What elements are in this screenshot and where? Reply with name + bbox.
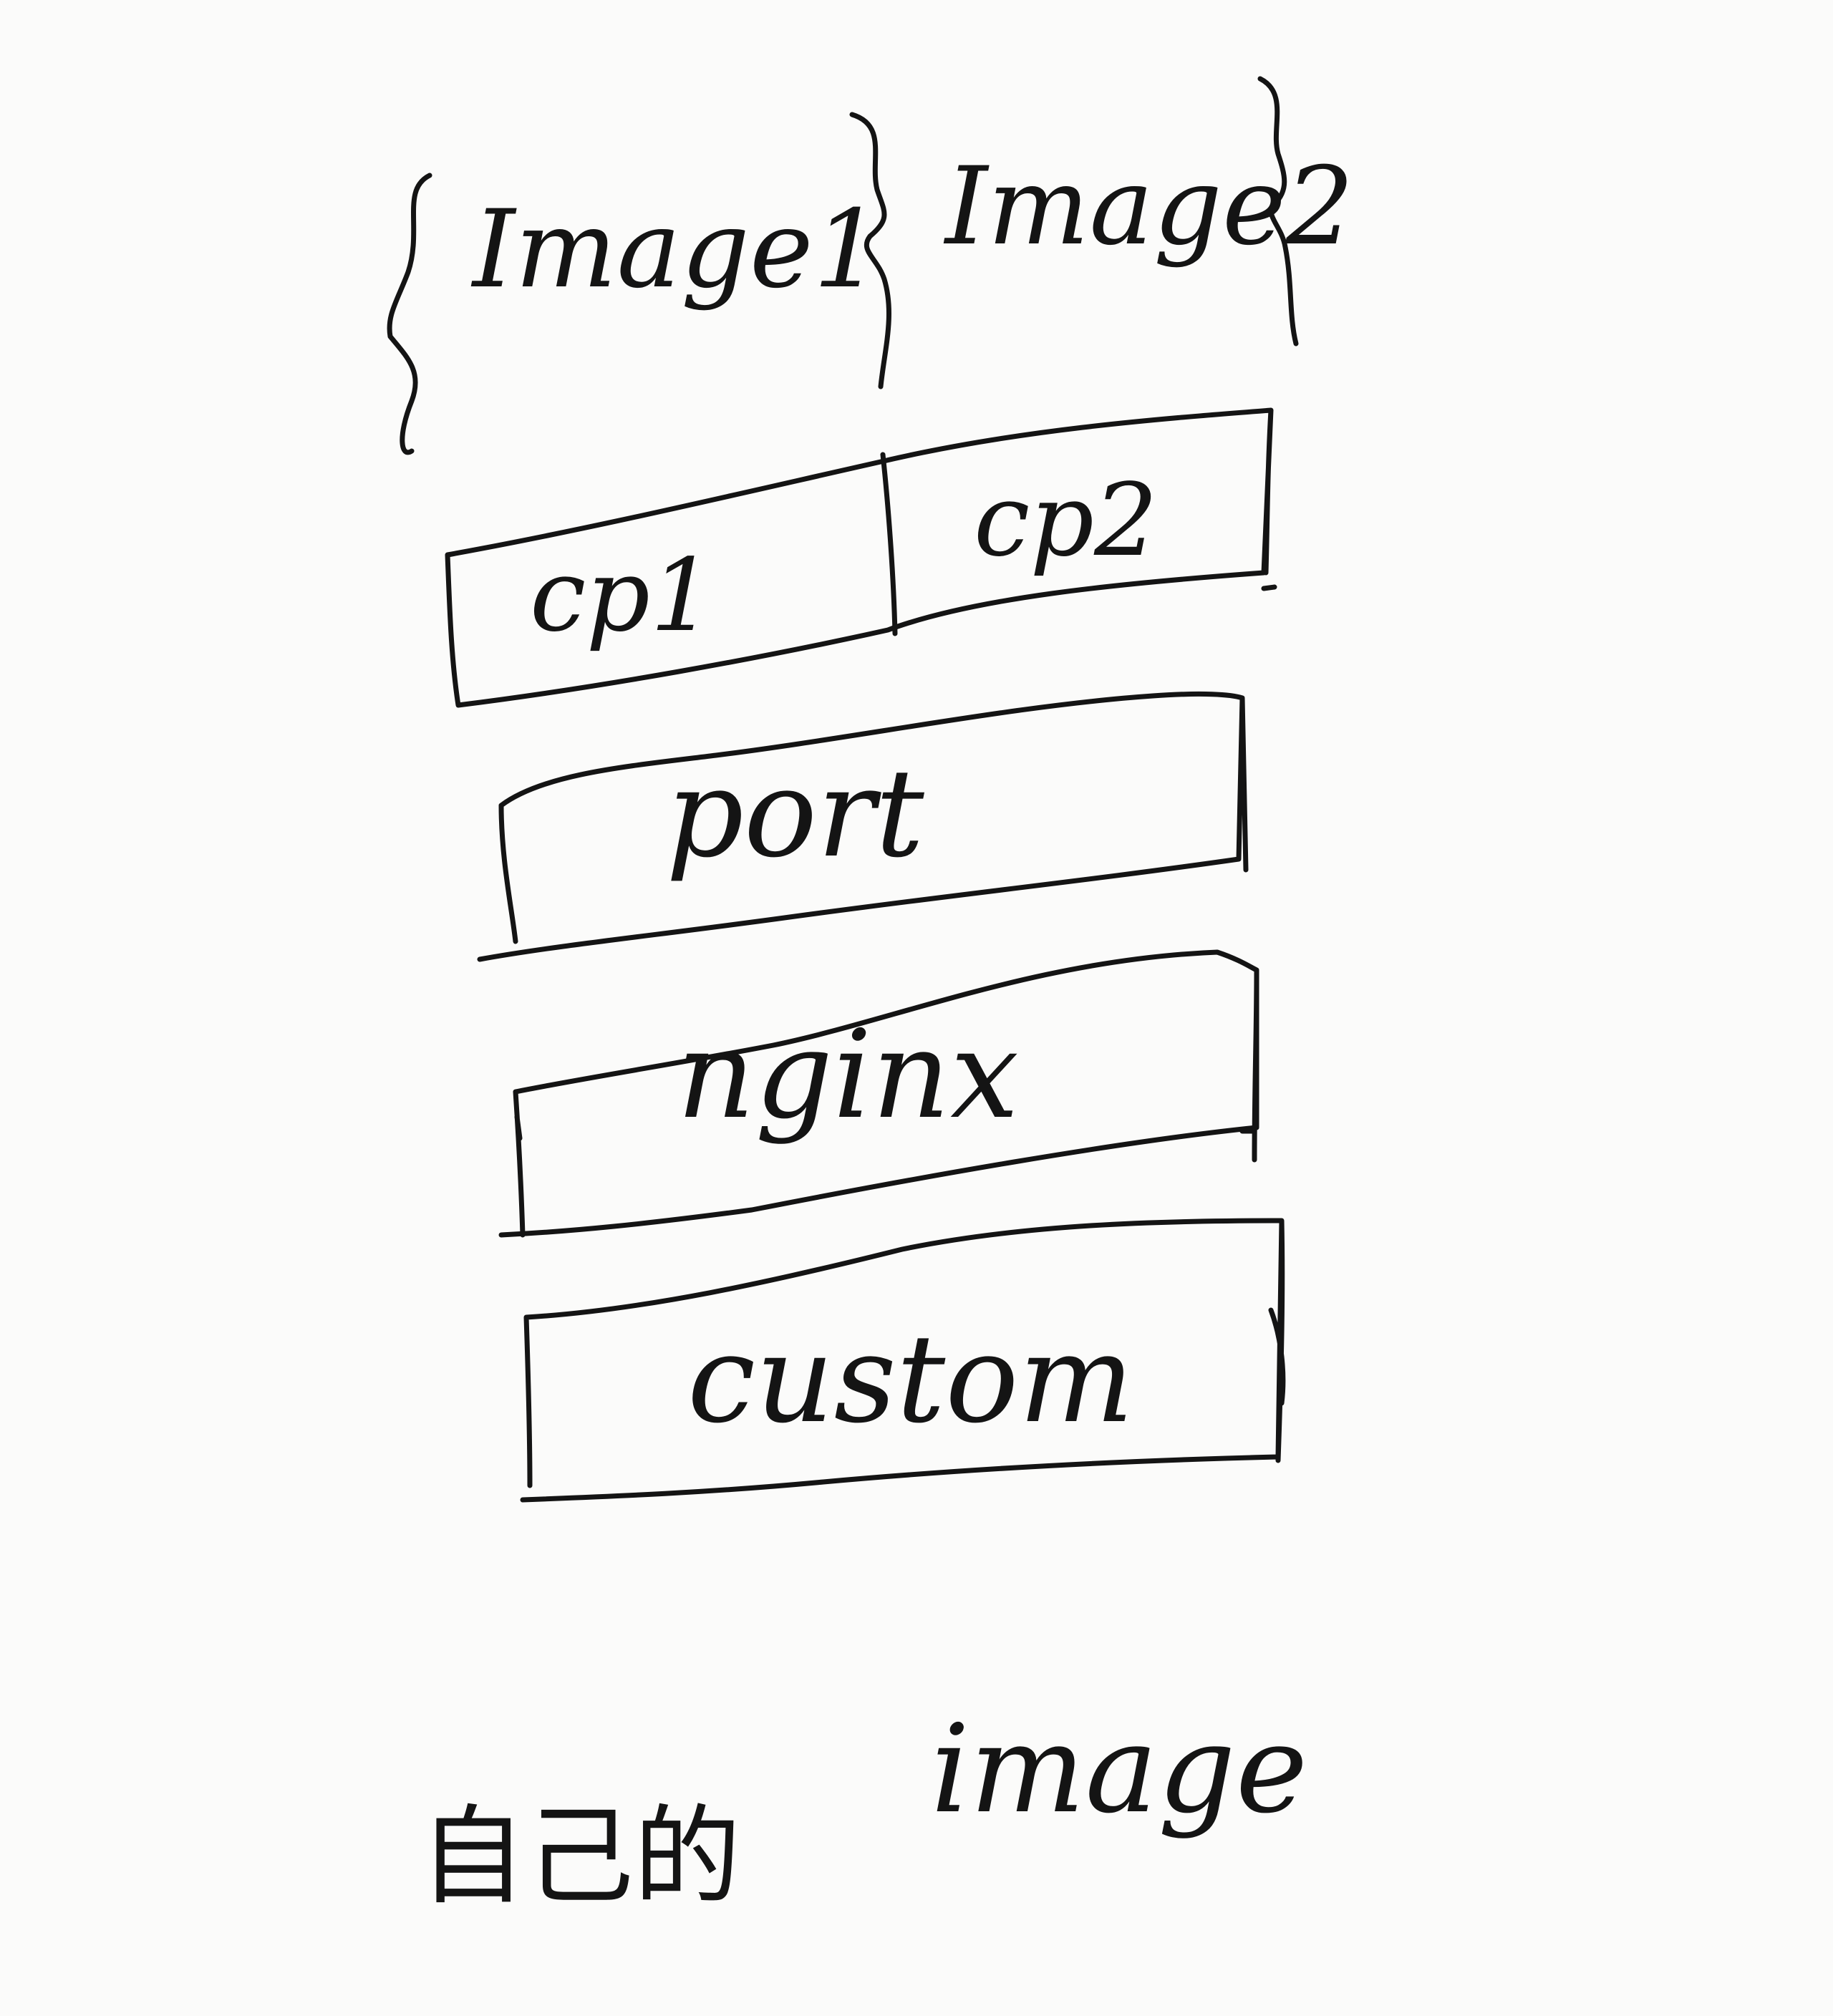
cell-cp2: cp2 (974, 462, 1158, 579)
image2-group: Image2 (943, 76, 1354, 346)
layer-port: port (477, 691, 1249, 962)
layer-custom: custom (520, 1218, 1286, 1503)
image1-left-brace (387, 173, 432, 455)
layer-custom-box (520, 1218, 1286, 1503)
image1-right-brace (849, 112, 891, 389)
image2-label: Image2 (943, 145, 1354, 269)
cell-cp1: cp1 (530, 538, 714, 654)
layer-cp-divider (880, 452, 898, 636)
layer-nginx-box (498, 949, 1259, 1238)
layer-nginx: nginx (498, 949, 1259, 1238)
custom-label: custom (687, 1309, 1134, 1450)
layer-cp-box (445, 407, 1277, 708)
caption: 自己的 image (419, 1699, 1307, 1919)
caption-word: image (931, 1699, 1307, 1841)
port-label: port (666, 743, 924, 885)
image1-group: Image1 (387, 112, 891, 455)
image1-label: Image1 (470, 188, 881, 312)
caption-cjk: 自己的 (419, 1795, 741, 1919)
layer-port-box (477, 691, 1249, 962)
image2-right-brace (1257, 76, 1299, 346)
layer-cp: cp1 cp2 (445, 407, 1277, 708)
nginx-label: nginx (677, 1004, 1019, 1146)
